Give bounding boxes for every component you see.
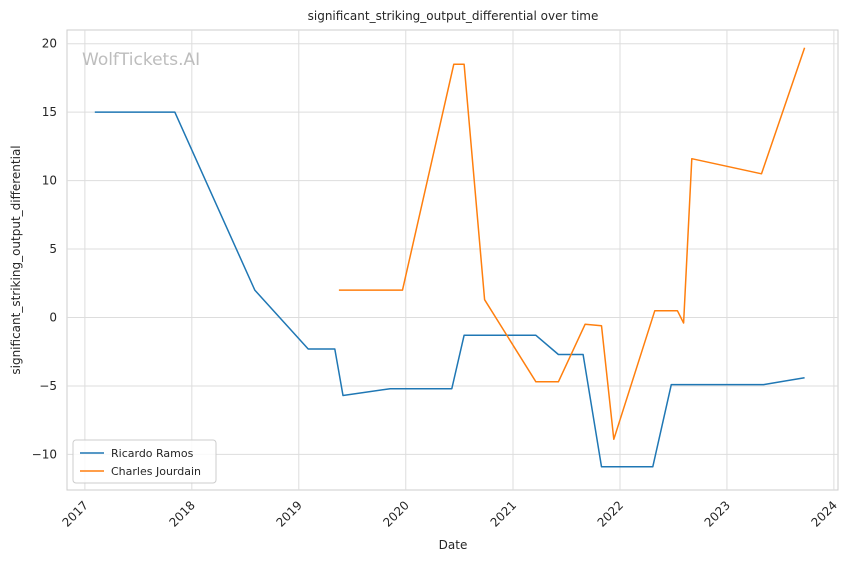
y-tick-label-5: 5 (49, 242, 57, 256)
watermark-text: WolfTickets.AI (82, 50, 200, 70)
plot-frame (66, 29, 839, 491)
y-tick-label-10: 10 (42, 174, 57, 188)
x-axis-title: Date (439, 538, 468, 552)
y-tick-label--10: −10 (32, 447, 57, 461)
chart-title: significant_striking_output_differential… (308, 9, 599, 23)
plot-area: WolfTickets.AI (66, 29, 839, 491)
legend: Ricardo Ramos Charles Jourdain (72, 439, 217, 484)
series-lines (94, 47, 806, 468)
legend-label-charles-jourdain: Charles Jourdain (111, 465, 201, 478)
y-tick-label-20: 20 (42, 37, 57, 51)
y-axis-title: significant_striking_output_differential (9, 145, 23, 374)
y-tick-label--5: −5 (39, 379, 57, 393)
grid-lines (67, 30, 838, 490)
series-line-ricardo-ramos (94, 111, 805, 468)
series-line-charles-jourdain (338, 47, 806, 441)
y-axis-ticks: 20 15 10 5 0 −5 −10 (32, 37, 57, 462)
legend-label-ricardo-ramos: Ricardo Ramos (111, 447, 194, 460)
y-tick-label-15: 15 (42, 105, 57, 119)
y-tick-label-0: 0 (49, 311, 57, 325)
legend-box (72, 439, 217, 484)
